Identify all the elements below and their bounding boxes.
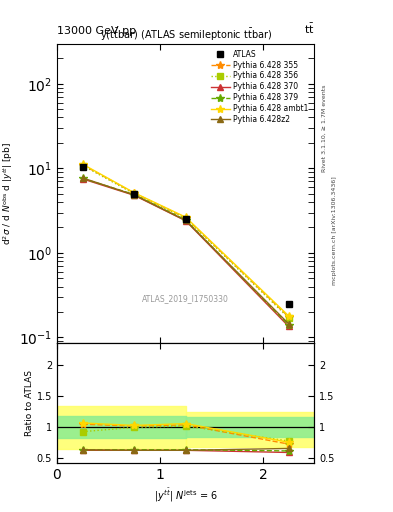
Y-axis label: d$^2\sigma$ / d $N^\mathrm{obs}$ d $|y^{t\bar{t}}|$ [pb]: d$^2\sigma$ / d $N^\mathrm{obs}$ d $|y^{…	[0, 142, 15, 245]
Pythia 6.428z2	[286, 321, 291, 327]
Line: Pythia 6.428 356: Pythia 6.428 356	[80, 163, 292, 321]
Pythia 6.428 ambt1	[183, 214, 188, 220]
Y-axis label: Ratio to ATLAS: Ratio to ATLAS	[25, 370, 34, 436]
Pythia 6.428z2	[183, 218, 188, 224]
Pythia 6.428 370	[132, 192, 137, 198]
Line: ATLAS: ATLAS	[80, 163, 292, 307]
Text: 13000 GeV pp: 13000 GeV pp	[57, 26, 136, 36]
Pythia 6.428 356	[132, 191, 137, 197]
Pythia 6.428 355	[183, 215, 188, 221]
Pythia 6.428 ambt1	[132, 189, 137, 196]
ATLAS	[286, 301, 291, 307]
Line: Pythia 6.428 355: Pythia 6.428 355	[79, 161, 293, 321]
Pythia 6.428 379	[81, 176, 85, 182]
Pythia 6.428 356	[286, 315, 291, 321]
Pythia 6.428 355	[286, 314, 291, 320]
Text: t$\bar{\mathrm{t}}$: t$\bar{\mathrm{t}}$	[304, 22, 314, 36]
Line: Pythia 6.428 ambt1: Pythia 6.428 ambt1	[79, 160, 293, 320]
Pythia 6.428 355	[81, 162, 85, 168]
ATLAS	[81, 163, 85, 169]
Line: Pythia 6.428 370: Pythia 6.428 370	[80, 176, 292, 329]
Title: y(t$\bar{\mathrm{t}}$bar) (ATLAS semileptonic t$\bar{\mathrm{t}}$bar): y(t$\bar{\mathrm{t}}$bar) (ATLAS semilep…	[99, 27, 272, 44]
Pythia 6.428 356	[183, 216, 188, 222]
X-axis label: $|y^{t\bar{t}}|$ $N^\mathrm{jets}$ = 6: $|y^{t\bar{t}}|$ $N^\mathrm{jets}$ = 6	[154, 486, 218, 504]
Pythia 6.428 355	[132, 190, 137, 196]
ATLAS	[183, 216, 188, 222]
ATLAS	[132, 191, 137, 197]
Pythia 6.428 370	[81, 176, 85, 182]
Pythia 6.428 379	[183, 217, 188, 223]
Pythia 6.428 356	[81, 162, 85, 168]
Line: Pythia 6.428 379: Pythia 6.428 379	[79, 174, 293, 329]
Legend: ATLAS, Pythia 6.428 355, Pythia 6.428 356, Pythia 6.428 370, Pythia 6.428 379, P: ATLAS, Pythia 6.428 355, Pythia 6.428 35…	[208, 47, 310, 126]
Text: mcplots.cern.ch [arXiv:1306.3436]: mcplots.cern.ch [arXiv:1306.3436]	[332, 176, 337, 285]
Pythia 6.428 ambt1	[81, 161, 85, 167]
Text: ATLAS_2019_I1750330: ATLAS_2019_I1750330	[142, 294, 229, 303]
Pythia 6.428 ambt1	[286, 313, 291, 319]
Pythia 6.428 379	[132, 191, 137, 198]
Pythia 6.428 370	[286, 324, 291, 330]
Pythia 6.428 379	[286, 322, 291, 328]
Text: Rivet 3.1.10, ≥ 1.7M events: Rivet 3.1.10, ≥ 1.7M events	[322, 84, 327, 172]
Pythia 6.428z2	[81, 175, 85, 181]
Pythia 6.428 370	[183, 218, 188, 224]
Line: Pythia 6.428z2: Pythia 6.428z2	[80, 175, 292, 327]
Pythia 6.428z2	[132, 192, 137, 198]
